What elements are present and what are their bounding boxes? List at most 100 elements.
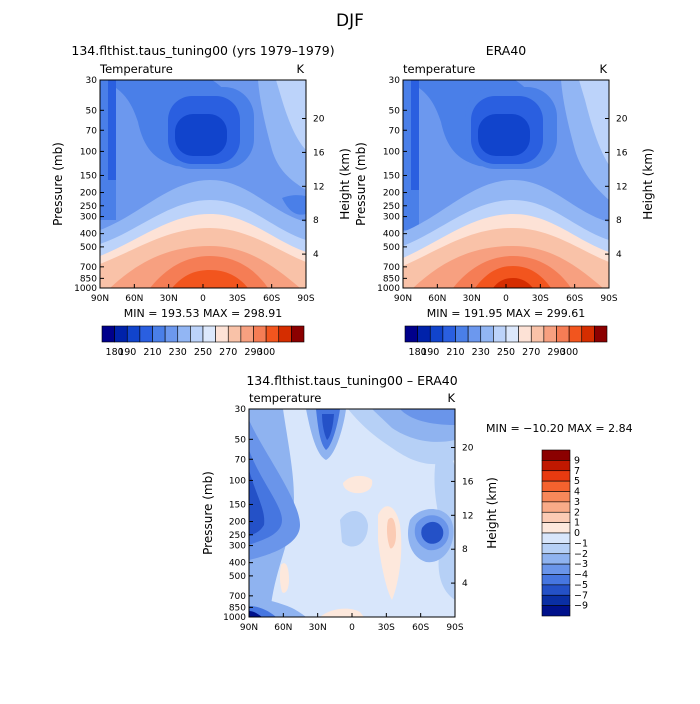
- colorbar-swatch: [417, 325, 431, 343]
- panel-difference: 134.flthist.taus_tuning00 – ERA40 temper…: [201, 373, 633, 633]
- colorbar-label: 3: [574, 497, 580, 508]
- colorbar-label: 7: [574, 466, 580, 477]
- colorbar-label: 270: [219, 347, 237, 358]
- height-tick-label: 8: [313, 216, 319, 226]
- colorbar-swatch: [541, 480, 571, 492]
- x-tick-label: 30N: [463, 294, 481, 304]
- colorbar-swatch: [541, 470, 571, 482]
- contour-band-minus9: [249, 611, 262, 617]
- y2-axis-label: Height (km): [641, 148, 655, 219]
- pressure-tick-label: 850: [229, 603, 246, 613]
- colorbar-swatch: [164, 325, 179, 343]
- contour-band-200: [108, 80, 116, 180]
- x-tick-label: 30N: [309, 623, 327, 633]
- height-tick-label: 4: [616, 250, 622, 260]
- x-tick-label: 30S: [378, 623, 395, 633]
- contour-band-minus5: [421, 521, 444, 544]
- colorbar-swatch: [541, 522, 571, 534]
- height-tick-label: 20: [616, 115, 628, 125]
- colorbar-swatch: [467, 325, 482, 343]
- colorbar-label: 210: [143, 347, 161, 358]
- height-tick-label: 4: [462, 579, 468, 589]
- colorbar-swatch: [541, 553, 571, 565]
- pressure-tick-label: 200: [229, 518, 246, 528]
- axis-ticks: 90N 60N 30N 0 30S 60S 90S 30 50 70 100 150 200 250300…: [377, 76, 628, 304]
- contour-band-1-to-2: [386, 517, 396, 549]
- pressure-tick-label: 850: [383, 274, 400, 284]
- page-title: DJF: [336, 11, 364, 31]
- pressure-tick-label: 400: [229, 559, 246, 569]
- colorbar-swatch: [126, 325, 141, 343]
- colorbar-swatch: [543, 325, 557, 343]
- colorbar-label: 180: [106, 347, 124, 358]
- units-label: K: [296, 62, 304, 76]
- pressure-tick-label: 300: [80, 213, 97, 223]
- panel-title: 134.flthist.taus_tuning00 (yrs 1979–1979…: [71, 43, 334, 58]
- contour-band-190: [175, 114, 227, 156]
- colorbar-swatch: [541, 491, 571, 503]
- panel-title: ERA40: [486, 43, 527, 58]
- colorbar-label: 0: [574, 528, 580, 539]
- colorbar-swatch: [101, 325, 115, 343]
- colorbar-swatch: [493, 325, 507, 343]
- x-tick-label: 60N: [428, 294, 446, 304]
- height-tick-label: 20: [313, 115, 325, 125]
- y-axis-label: Pressure (mb): [354, 142, 368, 226]
- contour-band-240: [579, 80, 609, 165]
- colorbar-label: 250: [497, 347, 515, 358]
- colorbar-swatch: [404, 325, 418, 343]
- x-tick-label: 90S: [446, 623, 463, 633]
- contour-band-0-to-1: [320, 608, 364, 617]
- x-tick-label: 0: [503, 294, 509, 304]
- colorbar-swatch: [541, 511, 571, 523]
- colorbar-swatch: [177, 325, 191, 343]
- pressure-tick-label: 150: [383, 171, 400, 181]
- colorbar-swatch: [594, 325, 608, 343]
- colorbar-swatch: [114, 325, 128, 343]
- pressure-tick-label: 30: [235, 405, 247, 415]
- colorbar-swatch: [152, 325, 166, 343]
- colorbar-swatch: [541, 460, 571, 472]
- pressure-tick-label: 70: [235, 455, 247, 465]
- colorbar-label: 1: [574, 518, 580, 529]
- colorbar-swatch: [442, 325, 456, 343]
- colorbar-swatch: [215, 325, 229, 343]
- height-tick-label: 12: [462, 511, 473, 521]
- variable-label: temperature: [403, 62, 475, 76]
- colorbar-label: −3: [574, 559, 588, 570]
- pressure-tick-label: 30: [389, 76, 401, 86]
- x-tick-label: 90N: [394, 294, 412, 304]
- units-label: K: [447, 391, 455, 405]
- colorbar-swatch: [455, 325, 469, 343]
- colorbar-label: 2: [574, 507, 580, 518]
- pressure-tick-label: 30: [86, 76, 98, 86]
- variable-label: Temperature: [99, 62, 173, 76]
- colorbar-swatch: [541, 449, 571, 461]
- colorbar-label: −4: [574, 570, 588, 581]
- pressure-tick-label: 50: [389, 106, 401, 116]
- pressure-tick-label: 50: [235, 435, 247, 445]
- colorbar-label: 250: [194, 347, 212, 358]
- pressure-tick-label: 300: [229, 542, 246, 552]
- colorbar-swatch: [253, 325, 267, 343]
- colorbar-label: 190: [421, 347, 439, 358]
- pressure-tick-label: 1000: [74, 284, 97, 294]
- pressure-tick-label: 100: [229, 476, 246, 486]
- colorbar-label: 300: [257, 347, 275, 358]
- colorbar-label: 290: [547, 347, 565, 358]
- contour-band-0-to-1: [279, 563, 289, 593]
- colorbar-swatch: [541, 532, 571, 544]
- x-tick-label: 0: [200, 294, 206, 304]
- height-tick-label: 16: [313, 148, 325, 158]
- height-tick-label: 12: [616, 182, 627, 192]
- x-tick-label: 60N: [274, 623, 292, 633]
- colorbar-label: 300: [560, 347, 578, 358]
- colorbar-label: 180: [409, 347, 427, 358]
- colorbar-swatch: [541, 574, 571, 586]
- contour-band-200: [411, 80, 419, 190]
- pressure-tick-label: 1000: [377, 284, 400, 294]
- contour-band-290: [475, 266, 551, 288]
- colorbar-swatch: [581, 325, 595, 343]
- pressure-tick-label: 400: [80, 230, 97, 240]
- pressure-tick-label: 700: [383, 263, 400, 273]
